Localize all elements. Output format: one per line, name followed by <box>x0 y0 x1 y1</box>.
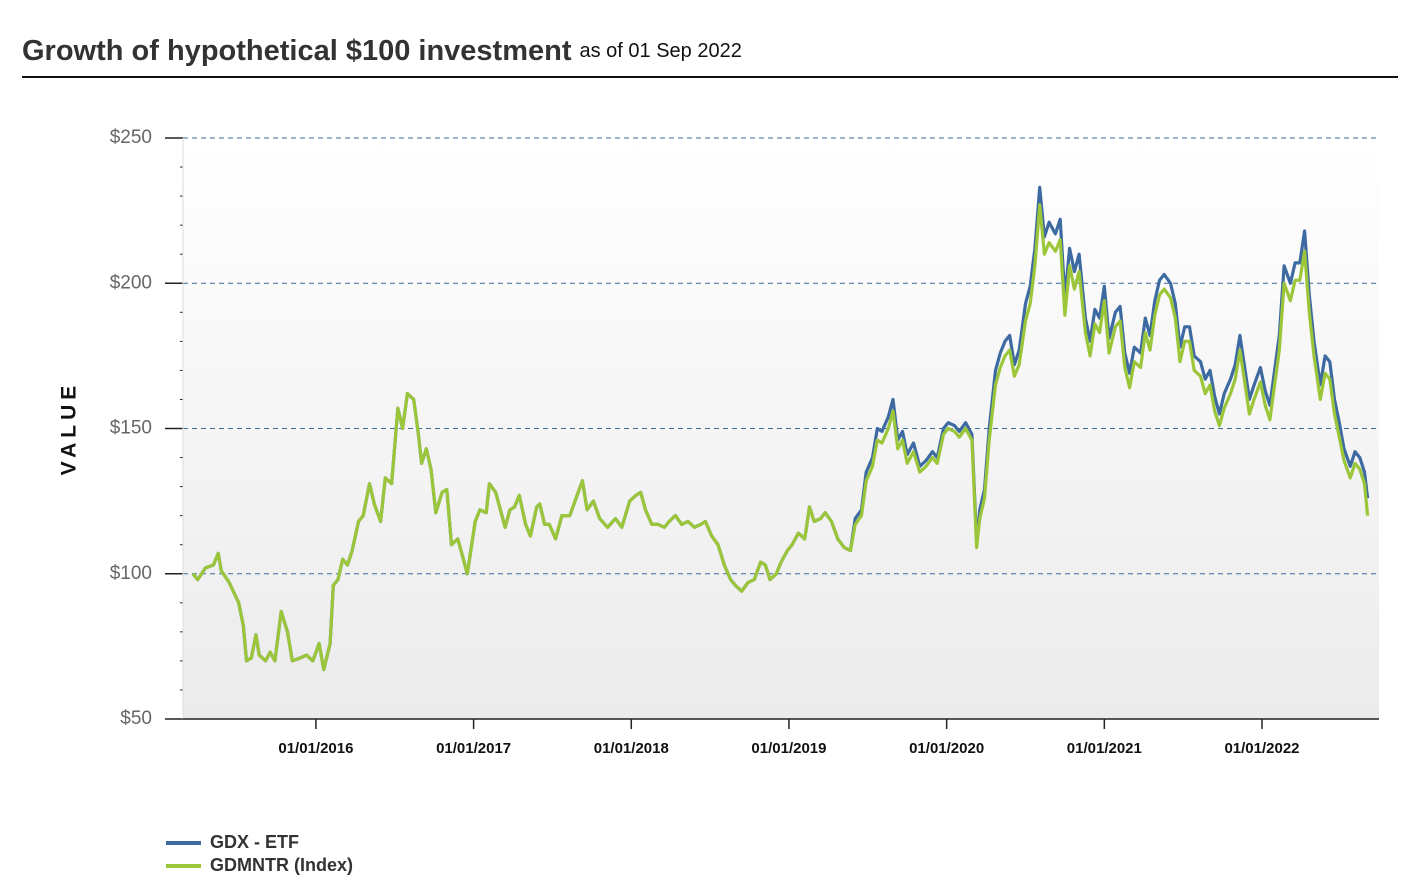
series-line <box>191 203 1370 672</box>
y-tick-label: $100 <box>110 563 152 584</box>
y-axis-label: VALUE <box>58 381 81 476</box>
y-tick-label: $250 <box>110 127 152 148</box>
x-tick-label: 01/01/2016 <box>278 740 353 757</box>
subtitle: as of 01 Sep 2022 <box>580 40 742 62</box>
chart-title: Growth of hypothetical $100 investment as… <box>22 35 742 67</box>
x-tick-label: 01/01/2021 <box>1067 740 1142 757</box>
x-tick-label: 01/01/2020 <box>909 740 984 757</box>
x-tick-label: 01/01/2017 <box>436 740 511 757</box>
legend-label: GDMNTR (Index) <box>210 855 353 875</box>
y-tick-label: $50 <box>120 708 152 729</box>
legend-label: GDX - ETF <box>210 832 299 852</box>
title: Growth of hypothetical $100 investment <box>22 35 572 67</box>
y-tick-label: $150 <box>110 418 152 439</box>
x-tick-label: 01/01/2018 <box>594 740 669 757</box>
y-tick-label: $200 <box>110 272 152 293</box>
x-tick-label: 01/01/2019 <box>751 740 826 757</box>
x-tick-label: 01/01/2022 <box>1224 740 1299 757</box>
legend: GDX - ETF GDMNTR (Index) <box>166 832 353 875</box>
